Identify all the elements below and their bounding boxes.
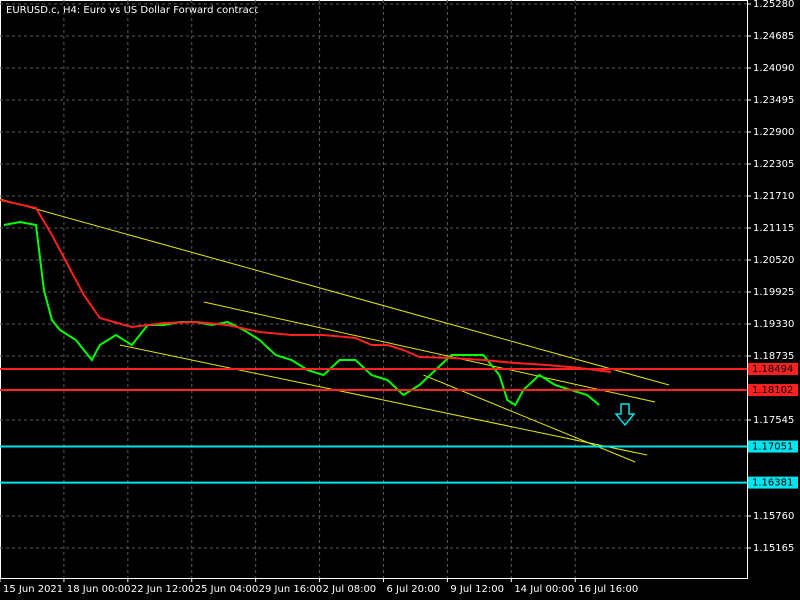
trendline (203, 301, 656, 403)
price-line (0, 199, 612, 374)
x-tick-label: 18 Jun 00:00 (67, 584, 131, 595)
y-tick-label: 1.18735 (753, 351, 794, 362)
chart-title: EURUSD.c, H4: Euro vs US Dollar Forward … (6, 5, 258, 16)
x-tick-label: 29 Jun 16:00 (259, 584, 323, 595)
x-tick-label: 14 Jul 00:00 (514, 584, 574, 595)
x-tick-label: 6 Jul 20:00 (386, 584, 440, 595)
price-line (3, 220, 600, 407)
y-tick-label: 1.19925 (753, 287, 794, 298)
level-label-box (748, 384, 798, 397)
x-tick-label: 15 Jun 2021 (3, 584, 63, 595)
x-tick-label: 16 Jul 16:00 (578, 584, 638, 595)
y-tick-label: 1.21115 (753, 223, 794, 234)
y-tick-label: 1.25280 (753, 0, 794, 10)
y-tick-label: 1.17545 (753, 415, 794, 426)
y-tick-label: 1.20520 (753, 255, 794, 266)
level-label: 1.16381 (752, 478, 793, 489)
y-tick-label: 1.21710 (753, 191, 794, 202)
y-tick-label: 1.19330 (753, 319, 794, 330)
y-tick-label: 1.22900 (753, 127, 794, 138)
x-tick-label: 25 Jun 04:00 (195, 584, 259, 595)
x-tick-label: 2 Jul 08:00 (323, 584, 377, 595)
y-tick-label: 1.24090 (753, 63, 794, 74)
plot-frame (0, 0, 748, 579)
y-tick-label: 1.15165 (753, 543, 794, 554)
level-label-box (748, 476, 798, 489)
trendline (0, 198, 670, 386)
level-label-box (748, 362, 798, 375)
y-tick-label: 1.22305 (753, 159, 794, 170)
y-tick-label: 1.23495 (753, 95, 794, 106)
level-label: 1.18102 (752, 385, 793, 396)
sell-arrow (614, 403, 636, 427)
x-tick-label: 9 Jul 12:00 (450, 584, 504, 595)
level-label: 1.18494 (752, 364, 793, 375)
y-tick-label: 1.15760 (753, 511, 794, 522)
x-tick-label: 22 Jun 12:00 (131, 584, 195, 595)
trendline (119, 344, 648, 456)
level-label: 1.17051 (752, 442, 793, 453)
level-label-box (748, 440, 798, 453)
y-tick-label: 1.24685 (753, 31, 794, 42)
